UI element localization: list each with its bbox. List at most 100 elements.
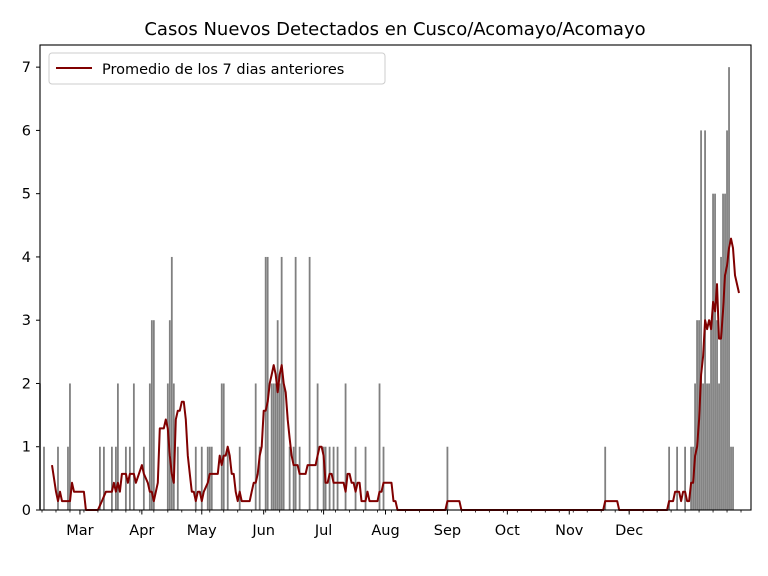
case-bar <box>142 446 145 510</box>
x-tick-label: Nov <box>555 523 584 539</box>
y-tick-label: 3 <box>22 313 31 329</box>
x-tick-label: Dec <box>615 523 643 539</box>
case-bar <box>276 320 279 510</box>
case-bar <box>728 67 730 511</box>
y-axis: 0 1 2 3 4 5 6 7 <box>22 60 40 519</box>
x-tick-label: Sep <box>434 523 461 539</box>
case-bar <box>354 446 357 510</box>
case-bar <box>710 320 712 510</box>
case-bar <box>238 446 241 510</box>
case-bar <box>258 446 261 510</box>
case-bar <box>254 383 257 510</box>
case-bar <box>69 383 71 510</box>
case-bar <box>716 320 718 510</box>
case-bar <box>696 320 698 510</box>
case-bar <box>222 383 225 510</box>
case-bar <box>708 383 710 510</box>
case-bar <box>99 446 101 510</box>
case-bar <box>706 383 708 510</box>
case-bar <box>292 446 295 510</box>
case-bar <box>278 383 281 510</box>
x-tick-label: Jun <box>251 523 275 539</box>
case-bar <box>288 446 291 510</box>
bar-series <box>39 67 734 511</box>
case-bar <box>272 383 275 510</box>
case-bar <box>116 383 119 510</box>
case-bar <box>114 446 117 510</box>
case-bar <box>168 320 171 510</box>
case-bar <box>382 446 385 510</box>
case-bar <box>732 446 734 510</box>
legend-label: Promedio de los 7 dias anteriores <box>102 62 344 78</box>
y-tick-label: 2 <box>22 376 31 392</box>
case-bar <box>194 446 197 510</box>
x-tick-label: May <box>187 523 217 539</box>
case-bar <box>294 256 297 510</box>
case-bar <box>676 446 679 510</box>
case-bar <box>132 383 135 510</box>
y-tick-label: 0 <box>22 503 31 519</box>
case-bar <box>226 446 229 510</box>
case-bar <box>210 446 213 510</box>
case-bar <box>364 446 367 510</box>
case-bar <box>152 320 155 510</box>
case-bar <box>43 446 45 510</box>
case-bar <box>111 446 113 510</box>
case-bar <box>668 446 671 510</box>
y-tick-label: 7 <box>22 60 31 76</box>
case-bar <box>730 446 732 510</box>
case-bar <box>694 383 696 510</box>
x-tick-label: Jul <box>314 523 333 539</box>
x-tick-label: Apr <box>129 523 154 539</box>
case-bar <box>702 383 704 510</box>
case-bar <box>172 383 175 510</box>
case-bar <box>446 446 449 510</box>
case-bar <box>336 446 339 510</box>
x-tick-label: Oct <box>495 523 520 539</box>
moving-average-line <box>51 237 740 511</box>
case-bar <box>200 446 203 510</box>
y-tick-label: 1 <box>22 440 31 456</box>
plot-frame <box>39 44 752 511</box>
case-bar <box>274 383 277 510</box>
case-bar <box>298 446 301 510</box>
case-bar <box>206 446 209 510</box>
case-bar <box>67 446 69 510</box>
case-bar <box>220 383 223 510</box>
legend: Promedio de los 7 dias anteriores <box>48 52 386 85</box>
case-bar <box>270 383 273 510</box>
case-bar <box>282 383 285 510</box>
case-bar <box>316 383 319 510</box>
case-bar <box>604 446 607 510</box>
case-bar <box>176 446 179 510</box>
case-bar <box>714 193 716 510</box>
case-bar <box>150 320 153 510</box>
case-bar <box>718 383 720 510</box>
case-bar <box>103 446 105 510</box>
y-tick-label: 6 <box>22 123 31 139</box>
case-bar <box>726 130 728 511</box>
case-bar <box>280 256 283 510</box>
case-bar <box>322 446 325 510</box>
case-bar <box>720 256 722 510</box>
chart-title: Casos Nuevos Detectados en Cusco/Acomayo… <box>144 19 645 40</box>
case-bar <box>684 446 686 510</box>
moving-average-series <box>51 237 740 511</box>
case-bar <box>724 193 726 510</box>
case-bar <box>166 383 169 510</box>
case-bar <box>266 256 269 510</box>
case-bar <box>57 446 59 510</box>
case-bar <box>712 193 714 510</box>
case-bar <box>722 193 724 510</box>
case-bar <box>308 256 311 510</box>
y-tick-label: 4 <box>22 250 31 266</box>
case-bar <box>264 256 267 510</box>
case-bar <box>378 383 381 510</box>
case-bar <box>690 446 692 510</box>
case-bar <box>700 130 702 511</box>
case-bar <box>344 383 347 510</box>
case-bar <box>170 256 173 510</box>
legend-box <box>48 52 386 85</box>
